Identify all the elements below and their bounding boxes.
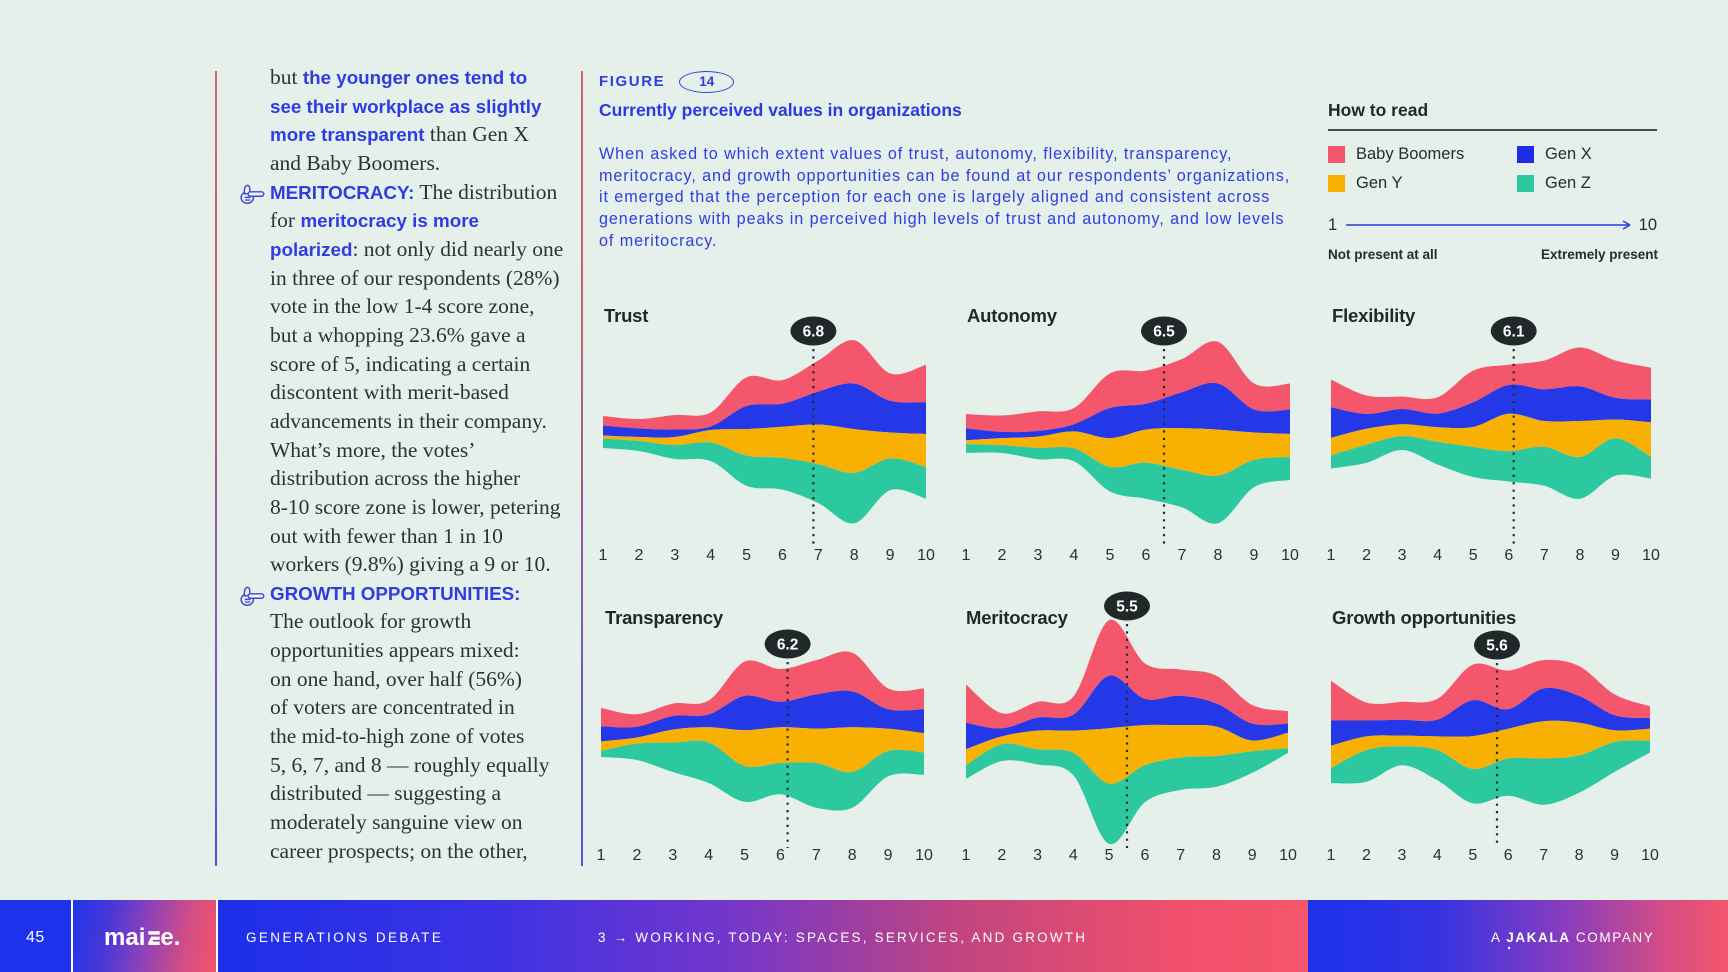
svg-text:6: 6 — [776, 847, 785, 864]
svg-text:8: 8 — [1214, 547, 1223, 564]
svg-text:6.2: 6.2 — [777, 637, 799, 654]
svg-text:10: 10 — [1642, 547, 1660, 564]
svg-text:7: 7 — [1176, 847, 1185, 864]
svg-text:6.8: 6.8 — [803, 324, 825, 341]
svg-text:4: 4 — [704, 847, 713, 864]
svg-text:5: 5 — [1469, 547, 1478, 564]
svg-text:5: 5 — [1468, 847, 1477, 864]
svg-text:10: 10 — [1641, 847, 1659, 864]
svg-text:10: 10 — [917, 547, 935, 564]
svg-text:8: 8 — [848, 847, 857, 864]
svg-text:2: 2 — [1362, 847, 1371, 864]
svg-text:4: 4 — [1433, 847, 1442, 864]
svg-text:6: 6 — [778, 547, 787, 564]
svg-text:10: 10 — [1281, 547, 1299, 564]
svg-text:7: 7 — [814, 547, 823, 564]
svg-text:10: 10 — [1279, 847, 1297, 864]
svg-text:7: 7 — [1539, 847, 1548, 864]
svg-text:Autonomy: Autonomy — [967, 305, 1058, 326]
svg-text:3: 3 — [668, 847, 677, 864]
svg-text:9: 9 — [884, 847, 893, 864]
svg-text:2: 2 — [998, 547, 1007, 564]
svg-text:9: 9 — [1250, 547, 1259, 564]
svg-text:1: 1 — [1327, 847, 1336, 864]
svg-text:8: 8 — [1575, 547, 1584, 564]
svg-text:9: 9 — [1610, 847, 1619, 864]
svg-text:9: 9 — [886, 547, 895, 564]
svg-text:2: 2 — [997, 847, 1006, 864]
svg-text:7: 7 — [812, 847, 821, 864]
svg-text:3: 3 — [1033, 847, 1042, 864]
svg-text:Flexibility: Flexibility — [1332, 305, 1416, 326]
svg-text:Meritocracy: Meritocracy — [966, 607, 1069, 628]
svg-text:5: 5 — [1105, 847, 1114, 864]
svg-text:6: 6 — [1504, 547, 1513, 564]
svg-text:6: 6 — [1504, 847, 1513, 864]
svg-text:3: 3 — [670, 547, 679, 564]
svg-text:7: 7 — [1178, 547, 1187, 564]
svg-text:1: 1 — [962, 547, 971, 564]
svg-text:7: 7 — [1540, 547, 1549, 564]
svg-text:5: 5 — [1106, 547, 1115, 564]
svg-text:10: 10 — [915, 847, 933, 864]
svg-text:1: 1 — [599, 547, 608, 564]
svg-text:1: 1 — [962, 847, 971, 864]
svg-text:6.5: 6.5 — [1153, 324, 1175, 341]
svg-text:5: 5 — [742, 547, 751, 564]
svg-text:3: 3 — [1398, 547, 1407, 564]
svg-text:6: 6 — [1142, 547, 1151, 564]
svg-text:6: 6 — [1140, 847, 1149, 864]
svg-text:8: 8 — [1575, 847, 1584, 864]
svg-text:8: 8 — [1212, 847, 1221, 864]
svg-text:3: 3 — [1397, 847, 1406, 864]
svg-text:1: 1 — [597, 847, 606, 864]
svg-text:2: 2 — [1362, 547, 1371, 564]
svg-text:8: 8 — [850, 547, 859, 564]
svg-text:Trust: Trust — [604, 305, 648, 326]
svg-text:Growth opportunities: Growth opportunities — [1332, 607, 1516, 628]
svg-text:5.6: 5.6 — [1486, 638, 1508, 655]
svg-text:4: 4 — [1070, 547, 1079, 564]
svg-text:4: 4 — [706, 547, 715, 564]
svg-text:9: 9 — [1248, 847, 1257, 864]
svg-text:9: 9 — [1611, 547, 1620, 564]
svg-text:2: 2 — [634, 547, 643, 564]
svg-text:2: 2 — [632, 847, 641, 864]
svg-text:5.5: 5.5 — [1116, 599, 1138, 616]
svg-text:6.1: 6.1 — [1503, 324, 1525, 341]
svg-text:4: 4 — [1069, 847, 1078, 864]
svg-text:1: 1 — [1327, 547, 1336, 564]
svg-text:4: 4 — [1433, 547, 1442, 564]
svg-text:Transparency: Transparency — [605, 607, 724, 628]
svg-text:3: 3 — [1034, 547, 1043, 564]
svg-text:5: 5 — [740, 847, 749, 864]
